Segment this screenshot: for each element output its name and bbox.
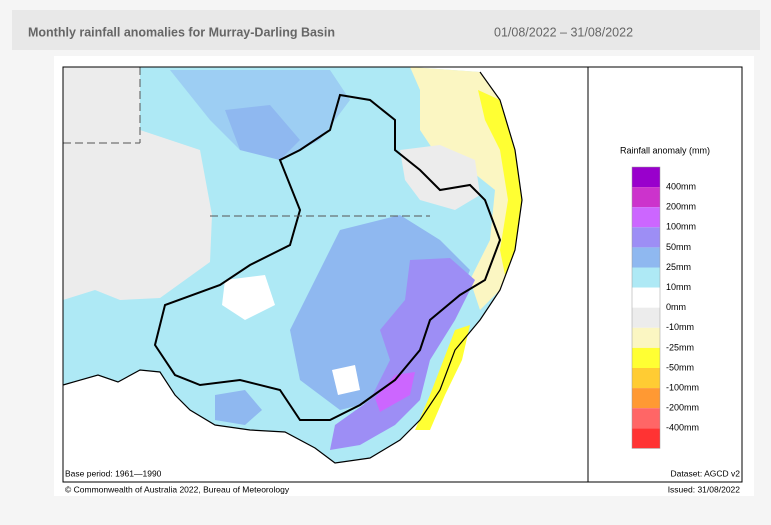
legend-swatch — [632, 267, 660, 288]
legend-swatch — [632, 347, 660, 368]
issued: Issued: 31/08/2022 — [668, 484, 741, 494]
legend-label: 25mm — [666, 262, 691, 272]
very-wet-region — [330, 258, 475, 450]
legend-label: -10mm — [666, 322, 694, 332]
legend-label: 10mm — [666, 282, 691, 292]
base-period: Base period: 1961—1990 — [65, 468, 162, 478]
legend-swatch — [632, 187, 660, 208]
legend-label: -400mm — [666, 423, 699, 433]
legend-label: 50mm — [666, 242, 691, 252]
neutral-region — [222, 275, 275, 320]
legend-label: -100mm — [666, 382, 699, 392]
state-border — [63, 67, 430, 217]
frame-border — [62, 66, 743, 483]
wet-region — [225, 105, 300, 160]
legend-label: -200mm — [666, 403, 699, 413]
legend-label: 0mm — [666, 302, 686, 312]
legend-label: -25mm — [666, 342, 694, 352]
neutral-region — [400, 145, 480, 210]
legend-swatch — [632, 287, 660, 308]
coastline — [62, 71, 523, 464]
legend-swatch — [632, 307, 660, 328]
dataset: Dataset: AGCD v2 — [671, 468, 741, 478]
legend-swatch — [632, 247, 660, 268]
map — [62, 66, 589, 482]
legend-label: 400mm — [666, 181, 696, 191]
header-bar — [12, 10, 760, 50]
legend-swatch — [632, 368, 660, 389]
legend-swatch — [632, 227, 660, 248]
legend-label: 200mm — [666, 202, 696, 212]
extreme-wet-region — [375, 372, 415, 412]
legend: 400mm 200mm 100mm 50mm 25mm 10mm 0mm -10mm -25mm… — [631, 166, 699, 449]
wet-region — [215, 390, 262, 425]
legend-swatch — [632, 327, 660, 348]
legend-label: 100mm — [666, 222, 696, 232]
legend-label: -50mm — [666, 362, 694, 372]
legend-title: Rainfall anomaly (mm) — [620, 145, 710, 155]
legend-outline — [631, 166, 661, 449]
legend-swatch — [632, 167, 660, 188]
period: 01/08/2022 – 31/08/2022 — [494, 25, 633, 39]
legend-swatch — [632, 388, 660, 409]
neutral-region — [332, 365, 360, 395]
legend-swatch — [632, 408, 660, 429]
copyright: © Commonwealth of Australia 2022, Bureau… — [65, 484, 290, 494]
legend-swatch — [632, 428, 660, 449]
legend-swatch — [632, 207, 660, 228]
title: Monthly rainfall anomalies for Murray-Da… — [28, 25, 335, 39]
very-dry-region — [478, 90, 522, 275]
very-dry-region — [415, 325, 470, 430]
no-data-region — [63, 67, 212, 300]
basin-boundary — [153, 93, 502, 421]
